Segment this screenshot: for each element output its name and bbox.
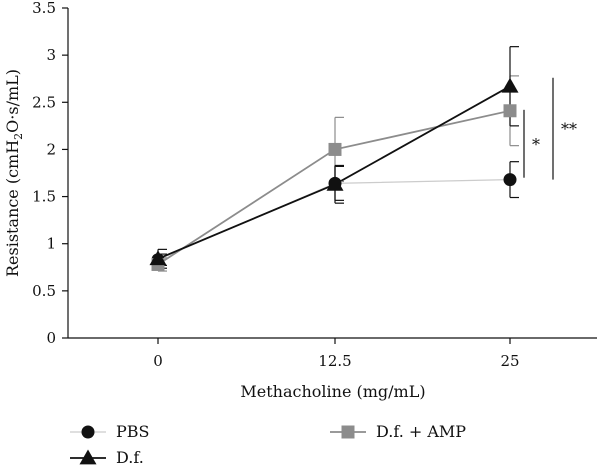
significance-label: * — [532, 135, 540, 154]
legend-item-pbs: PBS — [70, 422, 149, 441]
y-axis-title-subscript: 2 — [12, 133, 25, 140]
data-point-square — [328, 142, 342, 156]
y-tick-label: 3 — [46, 46, 56, 64]
data-point-square — [503, 104, 517, 118]
legend-marker-triangle — [79, 449, 97, 465]
y-tick-label: 0.5 — [32, 282, 56, 300]
significance-annotations: *** — [523, 77, 577, 180]
x-tick-label: 12.5 — [318, 352, 351, 370]
legend-item-d-f-amp: D.f. + AMP — [330, 422, 466, 441]
y-tick-label: 2.5 — [32, 93, 56, 111]
legend-label: D.f. — [116, 448, 144, 465]
data-point-triangle — [501, 77, 519, 93]
y-tick-label: 2 — [46, 140, 56, 158]
y-tick-label: 0 — [46, 329, 56, 347]
y-axis-title-part: Resistance (cmH — [3, 140, 22, 277]
data-point-circle — [503, 173, 517, 187]
data-point-triangle — [149, 250, 167, 266]
y-tick-label: 1 — [46, 235, 56, 253]
series-line-pbs — [157, 179, 511, 261]
significance-label: ** — [561, 120, 577, 139]
legend-label: D.f. + AMP — [376, 422, 466, 441]
axes: 0 0.5 1 1.5 2 2.5 3 3.5 0 12.5 25 Methacholine (mg/… — [3, 0, 597, 401]
y-tick-label: 3.5 — [32, 0, 56, 17]
series-layer — [149, 46, 519, 272]
legend-marker-square — [341, 425, 355, 439]
series-line-d-f- — [157, 85, 511, 260]
x-axis-title: Methacholine (mg/mL) — [240, 382, 425, 401]
y-axis-title: Resistance (cmH2O·s/mL) — [3, 69, 25, 277]
y-axis-title-part: O·s/mL) — [3, 69, 22, 133]
legend-label: PBS — [116, 422, 149, 441]
x-tick-label: 25 — [500, 352, 519, 370]
y-tick-label: 1.5 — [32, 188, 56, 206]
data-point-triangle — [326, 175, 344, 191]
legend: PBS D.f. D.f. + AMP — [70, 422, 466, 465]
legend-item-d-f-: D.f. — [70, 448, 144, 465]
legend-marker-circle — [81, 425, 95, 439]
x-tick-label: 0 — [153, 352, 163, 370]
